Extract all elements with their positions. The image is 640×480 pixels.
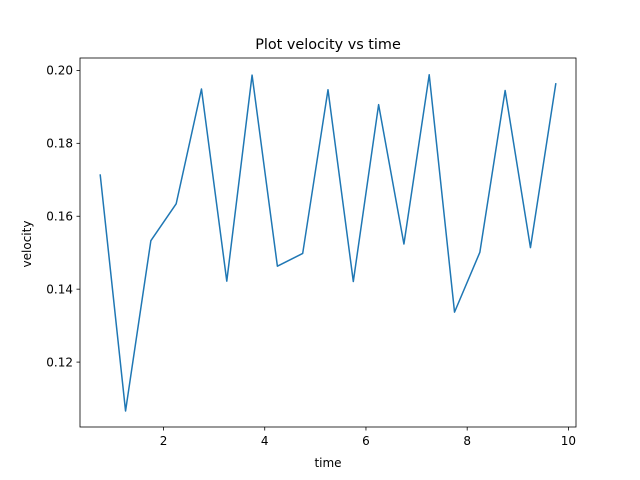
x-tick-label: 4 bbox=[261, 434, 269, 448]
x-axis-label: time bbox=[314, 456, 341, 470]
series-line-0 bbox=[99, 74, 557, 412]
y-tick-label: 0.12 bbox=[46, 355, 73, 369]
axes-frame bbox=[79, 57, 577, 428]
y-tick-label: 0.16 bbox=[46, 210, 73, 224]
y-tick-label: 0.20 bbox=[46, 64, 73, 78]
x-tick-label: 6 bbox=[362, 434, 370, 448]
x-tick-label: 2 bbox=[160, 434, 168, 448]
y-axis-label: velocity bbox=[20, 221, 34, 268]
x-tick-label: 10 bbox=[561, 434, 576, 448]
axis-ticks: 2 4 6 8 10 0.12 0.14 0.16 0.18 0.20 bbox=[46, 64, 576, 448]
x-tick-label: 8 bbox=[463, 434, 471, 448]
y-tick-label: 0.14 bbox=[46, 282, 73, 296]
chart-title: Plot velocity vs time bbox=[255, 37, 401, 53]
y-tick-label: 0.18 bbox=[46, 137, 73, 151]
plot-area bbox=[79, 57, 577, 428]
